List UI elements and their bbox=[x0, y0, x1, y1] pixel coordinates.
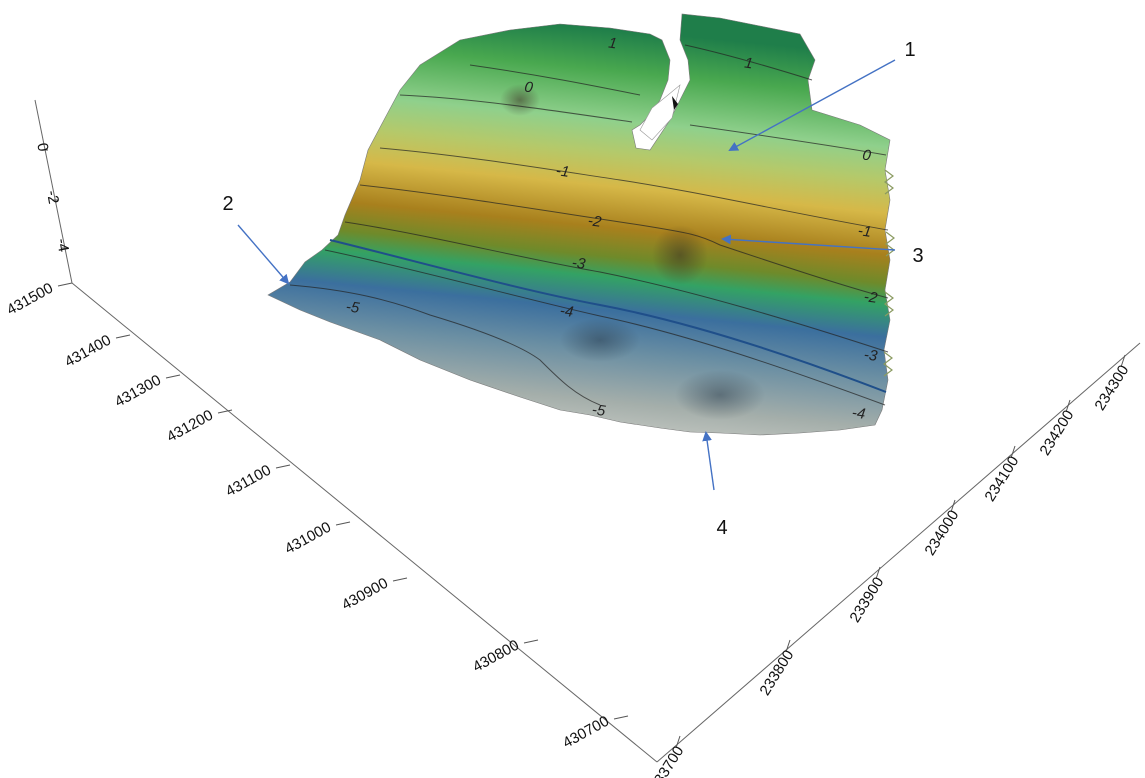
y-axis-tick-label: 430900 bbox=[339, 575, 391, 614]
x-axis-tick bbox=[785, 639, 791, 653]
y-axis-tick bbox=[217, 409, 233, 414]
x-axis-tick bbox=[1065, 399, 1071, 413]
callout-arrow-4 bbox=[702, 431, 715, 491]
y-axis-tick bbox=[115, 334, 131, 339]
y-axis-tick-label: 431500 bbox=[4, 280, 56, 319]
y-axis-tick-label: 431000 bbox=[282, 519, 334, 558]
contour-label: -5 bbox=[591, 401, 607, 420]
contour-label: 1 bbox=[607, 35, 618, 53]
callout-labels: 1 2 3 4 bbox=[222, 39, 923, 539]
callout-arrows bbox=[237, 59, 896, 491]
y-axis-tick-label: 430800 bbox=[470, 637, 522, 676]
y-axis-tick-label: 431200 bbox=[164, 407, 216, 446]
contour-labels: 1 1 0 0 -1 -1 -2 -2 -3 -3 -4 -4 -5 -5 bbox=[345, 35, 879, 423]
y-axis-tick bbox=[57, 282, 73, 287]
z-axis-tick-label: -4 bbox=[53, 237, 72, 253]
y-axis-tick bbox=[392, 577, 408, 582]
y-axis-tick bbox=[335, 521, 351, 526]
callout-arrow-3 bbox=[721, 234, 896, 251]
callout-arrow-2 bbox=[237, 224, 290, 285]
contour-label: 0 bbox=[523, 79, 534, 97]
x-axis-tick-label: 233700 bbox=[646, 743, 687, 778]
x-axis-tick bbox=[1010, 445, 1016, 459]
contour-label: -3 bbox=[863, 346, 879, 365]
contour-label: -2 bbox=[863, 288, 879, 307]
contour-label: -1 bbox=[555, 162, 571, 181]
x-axis-tick bbox=[1120, 354, 1126, 368]
contour-lines-blue bbox=[329, 239, 887, 393]
contour-label: -4 bbox=[559, 302, 575, 321]
z-axis-ticks bbox=[42, 149, 68, 249]
y-axis-tick-label: 430700 bbox=[560, 713, 612, 752]
y-axis-tick bbox=[613, 715, 629, 720]
callout-label: 1 bbox=[904, 39, 915, 61]
contour-label: -5 bbox=[345, 298, 361, 317]
z-axis-labels: 0 -2 -4 bbox=[33, 142, 72, 254]
y-axis-tick bbox=[275, 464, 291, 469]
contour-label: -1 bbox=[857, 222, 873, 241]
contour-label: -3 bbox=[571, 254, 587, 273]
contour-lines bbox=[289, 44, 889, 406]
callout-arrow-1 bbox=[728, 59, 896, 151]
callout-label: 4 bbox=[716, 517, 727, 539]
x-axis-tick bbox=[875, 566, 881, 580]
x-axis-tick bbox=[675, 735, 681, 749]
y-axis-tick bbox=[523, 639, 539, 644]
y-axis-tick-label: 431400 bbox=[62, 332, 114, 371]
x-axis-tick-label: 234100 bbox=[981, 453, 1022, 504]
callout-label: 2 bbox=[222, 193, 233, 215]
y-axis-tick-label: 431300 bbox=[112, 372, 164, 411]
surface-body bbox=[267, 13, 891, 436]
callout-label: 3 bbox=[912, 245, 923, 267]
contour-label: 0 bbox=[861, 147, 872, 165]
axis-frame bbox=[34, 99, 1141, 763]
terrain-surface bbox=[267, 13, 895, 436]
x-axis-tick bbox=[950, 499, 956, 513]
z-axis-tick-label: 0 bbox=[33, 142, 51, 153]
z-axis-tick-label: -2 bbox=[43, 189, 62, 205]
contour-label: -4 bbox=[851, 404, 867, 423]
contour-label: 1 bbox=[743, 55, 754, 73]
y-axis-tick bbox=[165, 374, 181, 379]
contour-label: -2 bbox=[587, 212, 603, 231]
x-axis-tick-label: 233900 bbox=[846, 574, 887, 625]
x-axis-tick-label: 234300 bbox=[1091, 362, 1132, 413]
y-axis-tick-label: 431100 bbox=[223, 462, 274, 501]
x-axis-tick-label: 233800 bbox=[756, 647, 797, 698]
